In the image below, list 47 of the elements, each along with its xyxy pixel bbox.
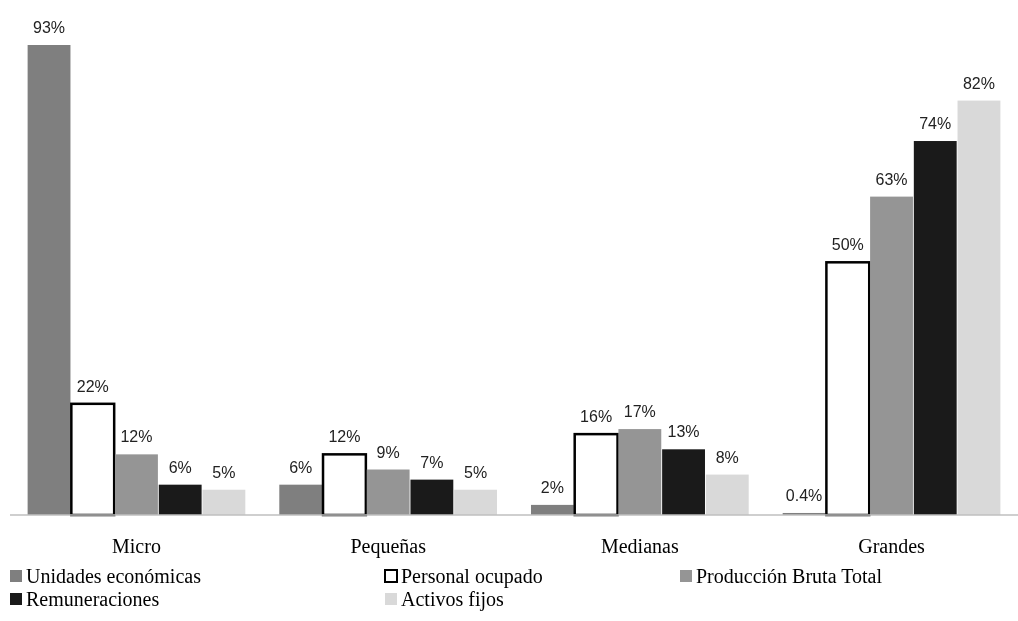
bar xyxy=(825,261,871,517)
data-label: 9% xyxy=(376,443,400,461)
legend-label: Remuneraciones xyxy=(26,588,160,610)
bar xyxy=(618,429,662,515)
data-label: 5% xyxy=(212,463,236,481)
data-label: 12% xyxy=(120,428,153,446)
bar xyxy=(454,489,498,515)
bar xyxy=(366,469,410,515)
bar xyxy=(202,489,246,515)
data-label: 17% xyxy=(623,403,656,421)
data-label: 6% xyxy=(168,458,192,476)
x-tick-label: Micro xyxy=(112,535,161,557)
x-tick-label: Grandes xyxy=(858,535,926,557)
bar xyxy=(662,449,705,515)
bar xyxy=(913,141,957,515)
data-label: 12% xyxy=(328,428,361,446)
bar xyxy=(27,45,71,515)
legend-label: Unidades económicas xyxy=(26,565,202,587)
data-label: 13% xyxy=(667,423,700,441)
data-label: 8% xyxy=(715,448,739,466)
bar xyxy=(573,432,619,517)
data-label: 0.4% xyxy=(785,486,823,504)
bar xyxy=(957,100,1001,515)
data-label: 63% xyxy=(875,170,908,188)
bar xyxy=(410,479,454,515)
bar xyxy=(158,484,202,515)
legend-label: Producción Bruta Total xyxy=(696,565,883,587)
bar xyxy=(279,484,323,515)
bar xyxy=(705,474,749,515)
data-label: 93% xyxy=(33,19,66,36)
legend-label: Activos fijos xyxy=(401,588,504,611)
data-label: 16% xyxy=(580,408,613,426)
data-label: 22% xyxy=(76,377,109,395)
x-tick-label: Medianas xyxy=(600,535,679,557)
data-label: 2% xyxy=(540,478,564,496)
bar xyxy=(870,196,913,515)
bar xyxy=(115,454,158,515)
data-label: 74% xyxy=(919,115,952,133)
legend-label: Personal ocupado xyxy=(401,565,543,588)
x-tick-label: Pequeñas xyxy=(350,535,427,558)
data-label: 6% xyxy=(289,458,313,476)
bar xyxy=(321,453,368,517)
data-label: 50% xyxy=(831,236,864,254)
data-label: 82% xyxy=(962,74,995,92)
data-label: 5% xyxy=(464,463,488,481)
bar xyxy=(70,402,116,517)
data-label: 7% xyxy=(420,453,444,471)
